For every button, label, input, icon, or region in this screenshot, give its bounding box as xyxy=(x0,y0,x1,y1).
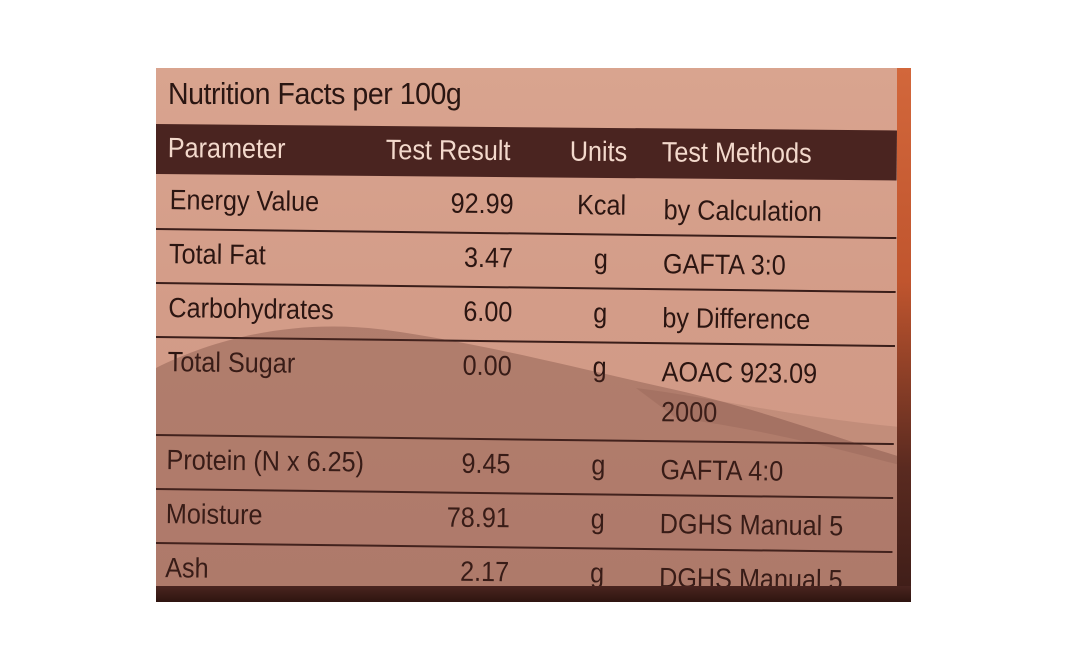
header-units: Units xyxy=(569,135,628,168)
row-units: Kcal xyxy=(576,189,627,221)
row-method: GAFTA 4:0 xyxy=(660,454,784,487)
header-test-result: Test Result xyxy=(385,134,511,167)
table-header: Parameter Test Result Units Test Methods xyxy=(156,124,897,181)
table-row: Total Sugar 0.00 g AOAC 923.09 2000 xyxy=(156,337,895,446)
row-units: g xyxy=(592,351,607,383)
row-parameter: Ash xyxy=(165,552,209,584)
row-units: g xyxy=(591,449,606,481)
package-bottom-edge xyxy=(156,586,911,602)
row-method: by Calculation xyxy=(663,194,823,228)
row-units: g xyxy=(593,243,609,275)
nutrition-label-photo: Nutrition Facts per 100g Parameter Test … xyxy=(156,68,911,602)
row-result: 92.99 xyxy=(450,187,514,220)
row-method: DGHS Manual 5 xyxy=(659,508,844,542)
row-units: g xyxy=(593,297,608,329)
row-method: AOAC 923.09 2000 xyxy=(660,356,818,428)
row-units: g xyxy=(590,503,605,535)
header-parameter: Parameter xyxy=(167,132,286,165)
row-result: 0.00 xyxy=(462,349,512,382)
row-result: 2.17 xyxy=(459,555,510,588)
row-units: g xyxy=(589,557,605,589)
nutrition-table-body: Energy Value 92.99 Kcal by Calculation T… xyxy=(156,176,897,602)
label-title: Nutrition Facts per 100g xyxy=(168,76,462,111)
row-parameter: Total Sugar xyxy=(167,346,296,379)
header-test-methods: Test Methods xyxy=(661,136,812,169)
table-row: Total Fat 3.47 g GAFTA 3:0 xyxy=(156,229,897,294)
table-row: Protein (N x 6.25) 9.45 g GAFTA 4:0 xyxy=(156,435,894,500)
row-method: by Difference xyxy=(662,302,811,336)
row-parameter: Carbohydrates xyxy=(168,292,334,326)
table-row: Carbohydrates 6.00 g by Difference xyxy=(156,283,896,348)
table-row: Moisture 78.91 g DGHS Manual 5 xyxy=(156,489,894,554)
row-result: 6.00 xyxy=(463,295,513,328)
row-method: GAFTA 3:0 xyxy=(662,248,786,281)
row-parameter: Total Fat xyxy=(168,238,266,271)
package-edge xyxy=(897,68,911,602)
row-result: 78.91 xyxy=(446,501,511,534)
row-parameter: Energy Value xyxy=(169,184,320,217)
row-parameter: Protein (N x 6.25) xyxy=(166,444,365,478)
table-row: Energy Value 92.99 Kcal by Calculation xyxy=(156,176,897,240)
row-parameter: Moisture xyxy=(165,498,263,531)
row-result: 3.47 xyxy=(463,241,514,274)
row-result: 9.45 xyxy=(461,447,511,480)
